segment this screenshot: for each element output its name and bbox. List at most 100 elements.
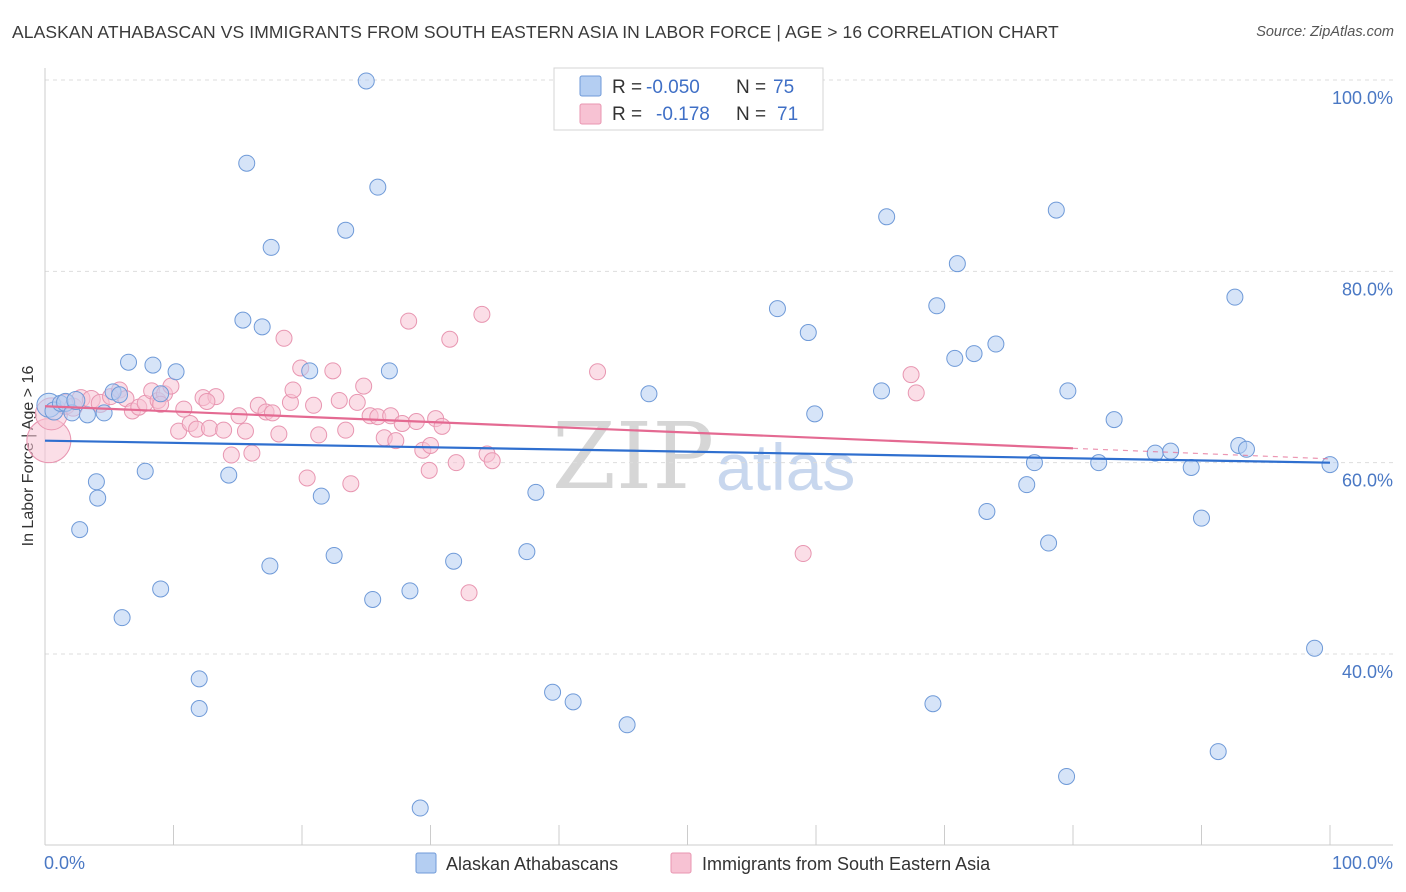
trend-line-athabascans [44,439,1331,464]
y-tick-label: 40.0% [1342,662,1393,682]
data-point-athabascans [1182,458,1200,476]
data-point-athabascans [89,489,107,507]
data-point-athabascans [1209,743,1227,761]
data-point-immigrants [305,396,323,414]
legend-row-athabascans: R = -0.050 N = 75 [612,77,794,98]
data-point-athabascans [1321,456,1339,474]
data-point-immigrants [270,425,288,443]
bottom-legend-label-athabascans: Alaskan Athabascans [446,854,618,874]
data-point-athabascans [978,502,996,520]
data-point-immigrants [342,475,360,493]
data-point-immigrants [387,432,405,450]
x-tick-label-max: 100.0% [1332,853,1393,873]
data-point-athabascans [220,466,238,484]
data-point-athabascans [325,546,343,564]
data-point-athabascans [87,473,105,491]
data-point-immigrants [907,384,925,402]
legend-n-value: 75 [773,77,794,98]
data-point-athabascans [873,382,891,400]
series-immigrants-points [26,305,925,602]
data-point-athabascans [1226,288,1244,306]
data-point-athabascans [337,221,355,239]
data-point-immigrants [310,426,328,444]
series-athabascans-points [36,72,1339,817]
data-point-immigrants [460,584,478,602]
data-point-athabascans [190,670,208,688]
bottom-legend-label-immigrants: Immigrants from South Eastern Asia [702,854,991,874]
data-point-immigrants [473,305,491,323]
data-point-immigrants [215,421,233,439]
legend: R = -0.050 N = 75 R = -0.178 N = 71 [553,67,824,131]
data-point-athabascans [1237,440,1255,458]
data-point-athabascans [301,362,319,380]
data-point-athabascans [357,72,375,90]
data-point-immigrants [198,392,216,410]
data-point-athabascans [1018,476,1036,494]
data-point-immigrants [447,454,465,472]
data-point-immigrants [284,381,302,399]
data-point-athabascans [167,363,185,381]
data-point-immigrants [243,444,261,462]
data-point-athabascans [262,238,280,256]
data-point-immigrants [420,461,438,479]
data-point-athabascans [1058,767,1076,785]
data-point-immigrants [433,417,451,435]
data-point-immigrants [337,421,355,439]
data-point-immigrants [175,400,193,418]
data-point-athabascans [78,406,96,424]
data-point-athabascans [261,557,279,575]
data-point-immigrants [348,393,366,411]
legend-n-label: N = [736,104,771,125]
legend-r-label: R = [612,77,647,98]
data-point-athabascans [152,385,170,403]
data-point-athabascans [238,154,256,172]
data-point-athabascans [71,521,89,539]
data-point-athabascans [401,582,419,600]
data-point-athabascans [948,255,966,273]
data-point-immigrants [330,391,348,409]
data-point-athabascans [564,693,582,711]
data-point-immigrants [441,330,459,348]
data-point-immigrants [483,452,501,470]
data-point-athabascans [152,580,170,598]
legend-swatch-athabascans [579,75,602,97]
x-tick-label-min: 0.0% [44,853,85,873]
data-point-athabascans [1040,534,1058,552]
data-point-immigrants [222,446,240,464]
data-point-athabascans [364,590,382,608]
data-point-athabascans [111,386,129,404]
data-point-immigrants [236,422,254,440]
y-tick-labels: 100.0% 80.0% 60.0% 40.0% [1332,88,1393,682]
data-point-immigrants [902,366,920,384]
data-point-immigrants [275,329,293,347]
bottom-legend-swatch-athabascans [415,852,437,874]
data-point-athabascans [527,483,545,501]
data-point-athabascans [544,683,562,701]
data-point-athabascans [924,695,942,713]
data-point-athabascans [66,390,86,410]
bottom-legend: Alaskan Athabascans Immigrants from Sout… [415,852,991,874]
data-point-athabascans [640,385,658,403]
data-point-athabascans [136,462,154,480]
data-point-immigrants [589,363,607,381]
data-point-athabascans [618,716,636,734]
data-point-athabascans [518,543,536,561]
data-point-athabascans [1162,442,1180,460]
chart-title: ALASKAN ATHABASCAN VS IMMIGRANTS FROM SO… [12,22,1059,42]
data-point-athabascans [946,349,964,367]
data-point-athabascans [369,178,387,196]
data-point-athabascans [234,311,252,329]
trend-line-immigrants-extrapolated [1072,447,1331,460]
data-point-immigrants [422,436,439,454]
data-point-athabascans [312,487,330,505]
data-point-athabascans [806,405,824,423]
legend-n-value: 71 [777,104,798,125]
legend-swatch-immigrants [579,103,602,125]
data-point-athabascans [1306,639,1324,657]
data-point-athabascans [1105,411,1123,429]
legend-r-label: R = [612,104,647,125]
data-point-athabascans [965,345,983,363]
data-point-immigrants [200,419,218,437]
source-label: Source: ZipAtlas.com [1256,24,1394,40]
